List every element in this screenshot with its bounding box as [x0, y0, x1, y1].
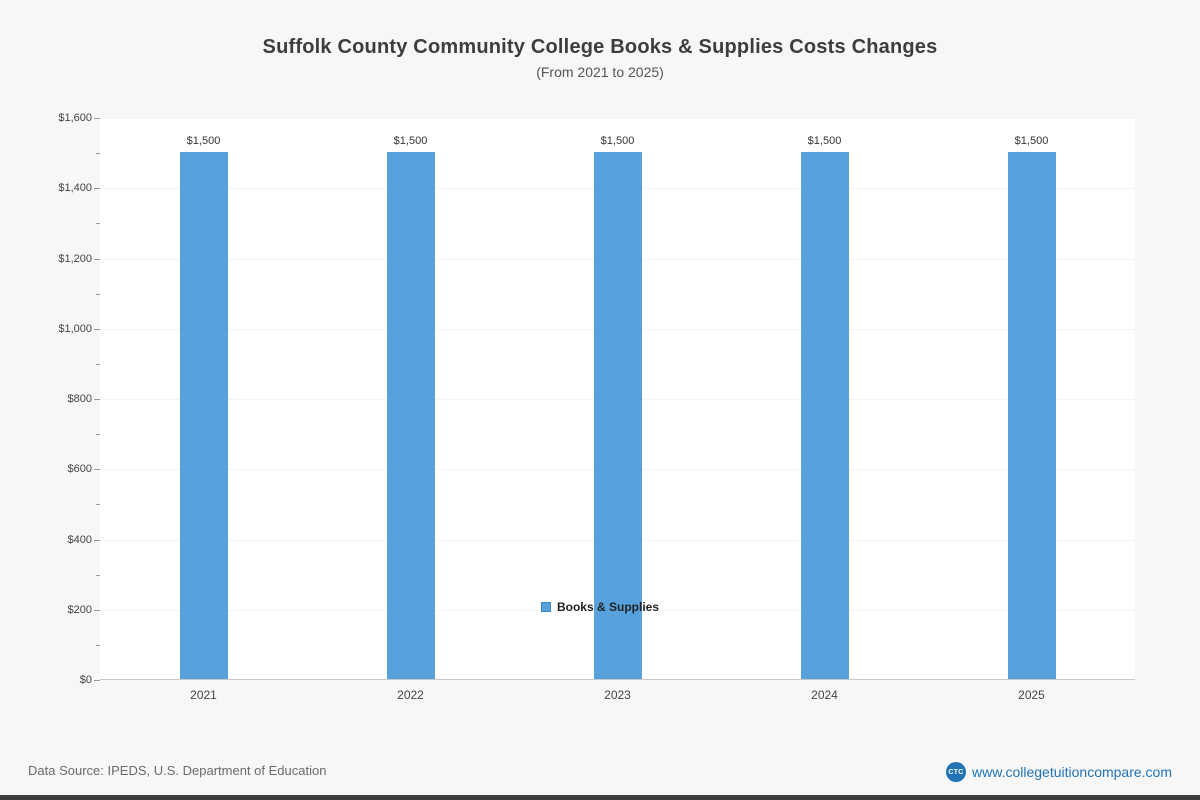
y-major-tick — [94, 399, 100, 400]
y-major-tick — [94, 118, 100, 119]
y-minor-tick — [96, 293, 100, 295]
data-source-text: Data Source: IPEDS, U.S. Department of E… — [28, 763, 327, 778]
website-link[interactable]: CTC www.collegetuitioncompare.com — [946, 762, 1172, 782]
y-tick-label: $1,400 — [58, 182, 92, 195]
legend-swatch — [540, 602, 551, 612]
y-tick-label: $1,000 — [58, 322, 92, 335]
y-major-tick — [94, 258, 100, 260]
bar-value-label: $1,500 — [393, 135, 428, 148]
x-tick-label-2022: 2022 — [397, 688, 424, 702]
y-minor-tick — [96, 434, 100, 436]
y-tick-label: $1,200 — [58, 252, 92, 265]
y-minor-tick — [96, 223, 100, 225]
y-major-tick — [94, 609, 100, 611]
bar-value-label: $1,500 — [1014, 135, 1049, 148]
bar-value-label: $1,500 — [807, 135, 842, 148]
y-tick-label: $600 — [67, 463, 92, 476]
bar-2022[interactable] — [386, 152, 435, 679]
y-tick-label: $1,600 — [58, 112, 92, 124]
bar-2023[interactable] — [593, 152, 642, 679]
legend-label: Books & Supplies — [556, 600, 660, 614]
y-minor-tick — [96, 574, 100, 576]
x-tick-label-2023: 2023 — [604, 688, 631, 702]
bottom-border-strip — [0, 795, 1200, 800]
y-major-tick — [94, 328, 100, 330]
website-link-label: www.collegetuitioncompare.com — [972, 764, 1172, 780]
ctc-logo-icon: CTC — [946, 762, 967, 782]
bar-2021[interactable] — [179, 152, 228, 679]
y-major-tick — [94, 469, 100, 471]
bar-2024[interactable] — [800, 152, 849, 679]
x-tick-label-2025: 2025 — [1018, 688, 1045, 702]
plot-area: $1,500 $1,500 $1,500 $1,500 $1,500 — [100, 118, 1135, 680]
bar-value-label: $1,500 — [600, 135, 635, 148]
y-minor-tick — [96, 363, 100, 365]
y-major-tick — [94, 539, 100, 541]
y-tick-label: $800 — [67, 393, 92, 405]
y-tick-label: $0 — [79, 674, 92, 686]
bar-2025[interactable] — [1007, 152, 1056, 679]
y-tick-label: $400 — [67, 533, 92, 546]
gridline — [100, 118, 1135, 119]
y-minor-tick — [96, 153, 100, 155]
bar-value-label: $1,500 — [186, 135, 221, 148]
y-minor-tick — [96, 504, 100, 506]
legend-item-books-supplies[interactable]: Books & Supplies — [0, 600, 1200, 614]
x-tick-label-2024: 2024 — [811, 688, 838, 702]
y-major-tick — [94, 680, 100, 681]
chart-title: Suffolk County Community College Books &… — [262, 36, 938, 58]
y-major-tick — [94, 188, 100, 190]
chart-area: $1,500 $1,500 $1,500 $1,500 $1,500 $0 $200 $40… — [0, 112, 1200, 758]
y-tick-label: $200 — [67, 603, 92, 616]
chart-subtitle: (From 2021 to 2025) — [536, 64, 664, 80]
y-minor-tick — [96, 644, 100, 646]
x-tick-label-2021: 2021 — [190, 688, 217, 702]
